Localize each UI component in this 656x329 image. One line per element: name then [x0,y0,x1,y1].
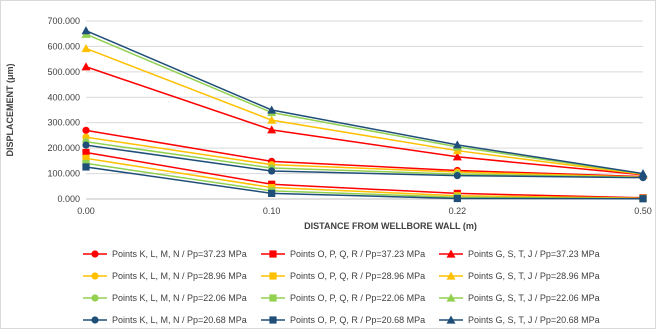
legend-label: Points K, L, M, N / Pp=37.23 MPa [112,249,247,259]
data-point [268,189,276,198]
data-point [446,271,456,280]
legend-item: Points G, S, T, J / Pp=20.68 MPa [439,315,600,325]
y-tick-label: 500.000 [47,67,80,77]
legend-item: Points K, L, M, N / Pp=20.68 MPa [83,315,247,325]
data-point [269,272,277,280]
series-line [85,29,644,175]
data-point [269,316,277,324]
series-line [85,151,644,199]
legend-label: Points G, S, T, J / Pp=28.96 MPa [468,271,600,281]
legend-label: Points K, L, M, N / Pp=22.06 MPa [112,293,247,303]
legend-label: Points O, P, Q, R / Pp=37.23 MPa [290,249,425,259]
legend-item: Points O, P, Q, R / Pp=37.23 MPa [261,249,425,259]
y-tick-label: 100.000 [47,169,80,179]
y-tick-label: 300.000 [47,118,80,128]
series-line [85,141,644,179]
data-point [267,115,277,124]
legend-item: Points G, S, T, J / Pp=28.96 MPa [439,271,600,281]
y-tick-label: 600.000 [47,41,80,51]
data-point [269,294,277,302]
legend-item: Points K, L, M, N / Pp=22.06 MPa [83,293,247,303]
x-tick-label: 0.50 [634,206,652,216]
data-point [267,125,277,134]
legend-label: Points O, P, Q, R / Pp=22.06 MPa [290,293,425,303]
y-tick-label: 700.000 [47,16,80,26]
data-point [453,194,461,203]
tick-labels: 0.000 100.000 200.000 300.000 400.000 500.000… [47,16,651,216]
x-tick-label: 0.10 [263,206,281,216]
x-tick-label: 0.22 [449,206,467,216]
series-line [85,166,644,200]
data-point [82,154,90,162]
data-point [81,43,91,53]
data-point [91,316,99,324]
legend-label: Points K, L, M, N / Pp=20.68 MPa [112,315,247,325]
series-line [85,136,644,178]
y-tick-label: 400.000 [47,92,80,102]
data-point [452,152,462,161]
series-line [85,33,644,175]
legend-item: Points G, S, T, J / Pp=22.06 MPa [439,293,600,303]
data-point [82,148,90,157]
x-axis-title: DISTANCE FROM WELLBORE WALL (m) [304,221,477,231]
series [82,163,647,203]
data-point [91,272,99,280]
legend-label: Points G, S, T, J / Pp=22.06 MPa [468,293,600,303]
series [81,26,648,178]
x-tick-label: 0.00 [77,206,95,216]
data-point [267,105,277,114]
data-point [453,172,461,180]
legend-label: Points G, S, T, J / Pp=20.68 MPa [468,315,600,325]
gridlines [86,20,643,175]
legend: Points K, L, M, N / Pp=37.23 MPa Points O… [83,249,600,325]
data-point [91,294,99,302]
data-point [446,249,456,258]
data-point [638,169,648,178]
y-tick-label: 200.000 [47,143,80,153]
data-point [82,126,90,134]
data-point [91,250,99,258]
data-point [446,315,456,324]
series [81,43,648,178]
data-point [639,195,647,203]
y-axis-title: DISPLACEMENT (μm) [5,63,15,156]
series-line [85,129,644,178]
legend-item: Points K, L, M, N / Pp=28.96 MPa [83,271,247,281]
y-tick-label: 0.000 [57,194,80,204]
legend-item: Points O, P, Q, R / Pp=20.68 MPa [261,315,425,325]
data-point [268,167,276,175]
series-line [85,66,644,176]
series-line [85,144,644,179]
data-point [81,26,91,35]
legend-item: Points K, L, M, N / Pp=37.23 MPa [83,249,247,259]
legend-label: Points G, S, T, J / Pp=37.23 MPa [468,249,600,259]
data-point [81,62,91,71]
data-point [446,293,456,302]
legend-item: Points O, P, Q, R / Pp=22.06 MPa [261,293,425,303]
legend-label: Points O, P, Q, R / Pp=28.96 MPa [290,271,425,281]
series [81,29,648,178]
series-lines [81,26,648,203]
series-line [85,162,644,200]
legend-item: Points G, S, T, J / Pp=37.23 MPa [439,249,600,259]
data-point [452,140,462,149]
series-line [85,47,644,176]
legend-label: Points K, L, M, N / Pp=28.96 MPa [112,271,247,281]
data-point [82,163,90,171]
data-point [82,141,90,149]
data-point [269,250,277,258]
legend-item: Points O, P, Q, R / Pp=28.96 MPa [261,271,425,281]
legend-label: Points O, P, Q, R / Pp=20.68 MPa [290,315,425,325]
series-line [85,157,644,199]
